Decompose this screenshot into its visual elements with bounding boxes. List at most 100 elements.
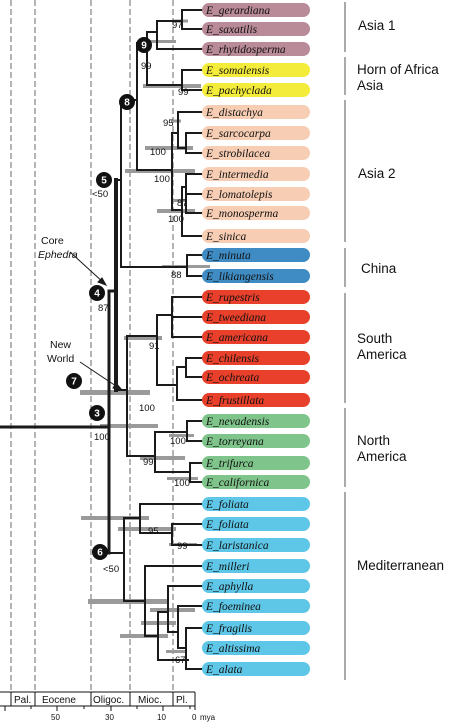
support-value-8: 88	[171, 270, 182, 281]
support-value-15: 95	[148, 526, 159, 537]
node-marker-5: 5	[96, 172, 112, 188]
region-label-3-0: China	[361, 261, 397, 276]
taxon-name: E_chilensis	[205, 353, 260, 365]
tick-30: 30	[105, 713, 114, 722]
region-label-1-0: Horn of Africa	[357, 62, 439, 77]
taxon-name: E_strobilacea	[205, 148, 270, 160]
region-label-5-1: America	[357, 449, 407, 464]
support-value-5: 100	[154, 174, 170, 185]
support-values: 9799999510010010087888791100100991009599…	[94, 20, 190, 666]
taxon-19: E_frustillata	[202, 393, 310, 407]
taxon-7: E_strobilacea	[202, 146, 310, 160]
support-value-13: 99	[143, 457, 154, 468]
taxon-1: E_saxatilis	[202, 22, 310, 36]
taxon-name: E_americana	[205, 332, 268, 344]
taxon-pill	[202, 229, 310, 243]
node-circle	[89, 405, 105, 421]
epoch-eocene: Eocene	[42, 695, 76, 706]
taxon-name: E_fragilis	[205, 623, 253, 635]
node-marker-4: 4	[89, 285, 105, 301]
taxon-4: E_pachyclada	[202, 83, 310, 97]
taxon-pill	[202, 126, 310, 140]
taxon-name: E_trifurca	[205, 458, 254, 470]
taxon-name: E_sinica	[205, 231, 246, 243]
taxon-pill	[202, 105, 310, 119]
taxon-pill	[202, 83, 310, 97]
node-marker-6: 6	[92, 544, 108, 560]
taxon-22: E_trifurca	[202, 456, 310, 470]
tick-10: 10	[157, 713, 166, 722]
taxon-pill	[202, 662, 310, 676]
tick-50: 50	[51, 713, 60, 722]
epoch-pliocene: Pl.	[176, 695, 188, 706]
node-circle	[66, 373, 82, 389]
taxon-pill	[202, 579, 310, 593]
taxon-pill	[202, 206, 310, 220]
taxon-name: E_rhytidosperma	[205, 44, 286, 56]
taxon-name: E_nevadensis	[205, 416, 270, 428]
support-value-14: 100	[174, 478, 190, 489]
support-value-6: 100	[168, 214, 184, 225]
support-value-16: 99	[177, 541, 188, 552]
taxon-pill	[202, 641, 310, 655]
node-number: 5	[101, 176, 107, 187]
taxon-name: E_torreyana	[205, 436, 264, 448]
taxon-26: E_laristanica	[202, 538, 310, 552]
taxon-name: E_distachya	[205, 107, 263, 119]
taxon-28: E_aphylla	[202, 579, 310, 593]
taxon-20: E_nevadensis	[202, 414, 310, 428]
timescale: Pal. Eocene Oligoc. Mioc. Pl. 50 30 10 0…	[0, 691, 216, 722]
new-world-label-line2: World	[47, 353, 74, 365]
taxon-pill	[202, 538, 310, 552]
node-number: 7	[71, 377, 77, 388]
support-value-17: 67	[175, 655, 186, 666]
support-value-root: 100	[94, 432, 110, 443]
taxon-name: E_ochreata	[205, 372, 259, 384]
taxon-name: E_minuta	[205, 250, 251, 262]
support-value-1: 99	[141, 61, 152, 72]
support-value-11: 100	[139, 403, 155, 414]
taxon-5: E_distachya	[202, 105, 310, 119]
taxon-18: E_ochreata	[202, 370, 310, 384]
taxon-name: E_pachyclada	[205, 85, 272, 97]
taxon-15: E_tweediana	[202, 310, 310, 324]
epoch-boundary-lines	[10, 0, 174, 706]
taxon-name: E_altissima	[205, 643, 261, 655]
node-marker-3: 3	[89, 405, 105, 421]
taxon-name: E_milleri	[205, 561, 249, 573]
annotation-arrows	[69, 251, 124, 391]
taxon-pill	[202, 3, 310, 17]
taxon-pill	[202, 351, 310, 365]
taxon-name: E_foeminea	[205, 601, 261, 613]
taxon-pill	[202, 497, 310, 511]
taxon-pill	[202, 187, 310, 201]
taxon-pill	[202, 517, 310, 531]
taxon-30: E_fragilis	[202, 621, 310, 635]
taxon-name: E_alata	[205, 664, 243, 676]
taxon-pill	[202, 559, 310, 573]
taxon-10: E_monosperma	[202, 206, 310, 220]
node-number: 4	[94, 289, 100, 300]
node-circle	[96, 172, 112, 188]
taxon-3: E_somalensis	[202, 63, 310, 77]
node-markers: 9 8 5 4 7 3 6	[66, 37, 152, 560]
taxon-pill	[202, 22, 310, 36]
node-circle	[136, 37, 152, 53]
region-label-4-0: South	[357, 331, 392, 346]
taxon-29: E_foeminea	[202, 599, 310, 613]
taxon-12: E_minuta	[202, 248, 310, 262]
node-number: 6	[97, 548, 103, 559]
region-label-0-0: Asia 1	[358, 18, 396, 33]
taxon-17: E_chilensis	[202, 351, 310, 365]
taxon-name: E_lomatolepis	[205, 189, 273, 201]
support-value-4: 100	[150, 147, 166, 158]
taxon-name: E_saxatilis	[205, 24, 258, 36]
taxon-25: E_foliata	[202, 517, 310, 531]
support-value-2: 99	[178, 87, 189, 98]
region-label-1-1: Asia	[357, 78, 384, 93]
support-value-12: 100	[170, 436, 186, 447]
taxon-name: E_californica	[205, 477, 269, 489]
epoch-miocene: Mioc.	[138, 695, 162, 706]
node-marker-9: 9	[136, 37, 152, 53]
